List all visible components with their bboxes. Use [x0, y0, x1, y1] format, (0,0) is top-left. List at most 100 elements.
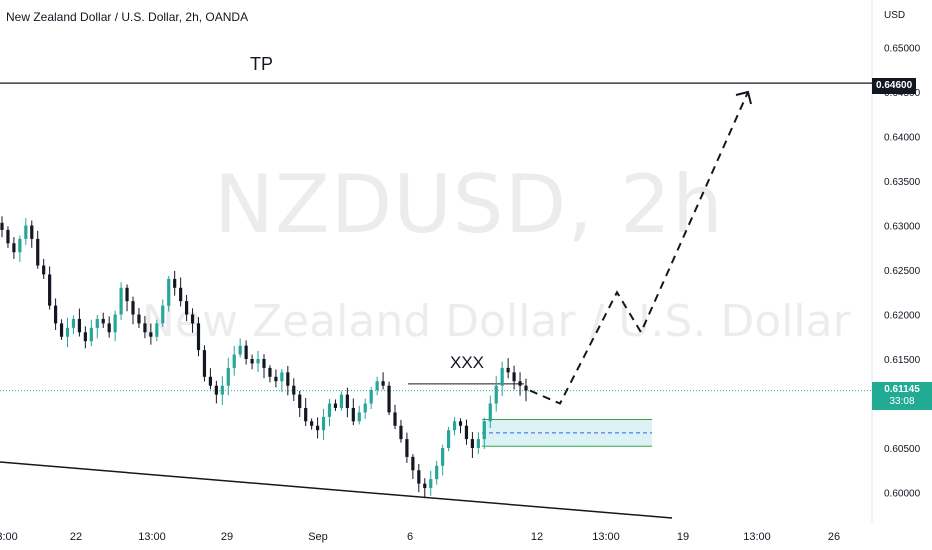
x-tick-label: 29 [221, 531, 233, 543]
candle-body [77, 318, 82, 333]
candle-body [298, 394, 302, 408]
candle-body [369, 390, 373, 404]
candle-body [393, 412, 397, 426]
candle-body [53, 305, 58, 324]
candle-body [179, 287, 183, 302]
candle-body [190, 314, 195, 324]
candle-body [6, 229, 10, 244]
candle-body [214, 385, 218, 395]
x-tick-label: 22 [70, 531, 82, 543]
candle-body [381, 381, 385, 386]
candle-body [518, 381, 522, 386]
x-tick-label: Sep [308, 531, 328, 543]
candle-body [244, 345, 248, 359]
candle-body [512, 372, 516, 382]
take-profit-label: TP [250, 54, 274, 74]
x-tick-label: 26 [828, 531, 840, 543]
candle-body [196, 323, 201, 351]
candle-body [488, 403, 492, 422]
current-price-value: 0.61145 [884, 384, 920, 395]
candle-body [452, 421, 457, 431]
watermark-name: New Zealand Dollar / U.S. Dollar [142, 296, 851, 347]
candle-body [202, 350, 207, 377]
candle-body [500, 367, 504, 386]
candle-body [42, 265, 46, 275]
candle-body [286, 372, 290, 386]
candle-body [119, 287, 123, 315]
candle-body [71, 318, 76, 328]
candle-body [304, 407, 308, 422]
x-tick-label: 13:00 [592, 531, 620, 543]
candle-body [327, 403, 332, 417]
candle-body [375, 381, 379, 391]
candle-body [351, 407, 355, 422]
candle-body [476, 439, 480, 448]
candle-body [149, 332, 153, 337]
candle-body [494, 385, 498, 404]
candle-body [429, 479, 433, 489]
candle-body [470, 439, 475, 448]
candle-body [464, 425, 469, 440]
y-tick-label: 0.63500 [884, 177, 921, 188]
candle-body [411, 456, 415, 471]
candle-body [89, 327, 93, 342]
candle-body [161, 305, 165, 324]
y-tick-label: 0.60000 [884, 489, 921, 500]
y-tick-label: 0.60500 [884, 444, 921, 455]
candle-body [506, 367, 510, 373]
candle-body [363, 403, 367, 413]
candle-body [0, 222, 4, 230]
projection-arrowhead [735, 90, 752, 105]
x-tick-label: 12 [531, 531, 543, 543]
candle-body [423, 483, 427, 489]
trend-line [0, 461, 673, 519]
currency-label: USD [884, 10, 906, 21]
candle-body [310, 421, 314, 426]
candle-body [59, 323, 64, 337]
candle-body [208, 376, 213, 386]
xxx-label: XXX [450, 353, 485, 372]
y-tick-label: 0.65000 [884, 44, 921, 55]
candle-body [167, 278, 171, 306]
candle-body [113, 314, 117, 333]
x-tick-label: 13:00 [743, 531, 771, 543]
candle-body [18, 238, 22, 253]
x-tick-label: 19 [677, 531, 689, 543]
candle-body [184, 301, 189, 315]
candle-body [24, 225, 28, 239]
candle-body [280, 372, 284, 382]
candle-body [173, 278, 177, 288]
candle-body [321, 416, 326, 431]
y-tick-label: 0.64000 [884, 133, 921, 144]
y-tick-label: 0.62000 [884, 311, 921, 322]
candle-body [441, 448, 445, 466]
candle-body [262, 359, 266, 368]
candle-body [399, 425, 403, 440]
candle-body [232, 354, 236, 368]
watermark-symbol: NZDUSD, 2h [214, 158, 724, 251]
x-tick-label: 13:00 [0, 531, 18, 543]
candle-body [131, 301, 135, 315]
candle-body [345, 394, 349, 408]
candle-body [458, 421, 463, 426]
take-profit-price-badge: 0.64600 [872, 78, 917, 94]
candle-body [387, 385, 391, 413]
candle-body [95, 318, 99, 328]
candle-body [417, 470, 421, 484]
candle-body [274, 376, 278, 382]
candle-body [101, 318, 105, 324]
candle-body [83, 332, 87, 342]
candle-body [446, 430, 451, 448]
candle-body [30, 225, 34, 239]
projection-path [529, 91, 749, 405]
candle-body [339, 394, 344, 408]
candle-body [482, 421, 486, 440]
x-tick-label: 6 [407, 531, 413, 543]
candle-body [137, 314, 141, 324]
candle-body [226, 367, 230, 386]
x-tick-label: 13:00 [138, 531, 166, 543]
bar-countdown: 33:08 [889, 396, 915, 407]
candle-body [48, 274, 52, 306]
candle-body [357, 412, 361, 422]
